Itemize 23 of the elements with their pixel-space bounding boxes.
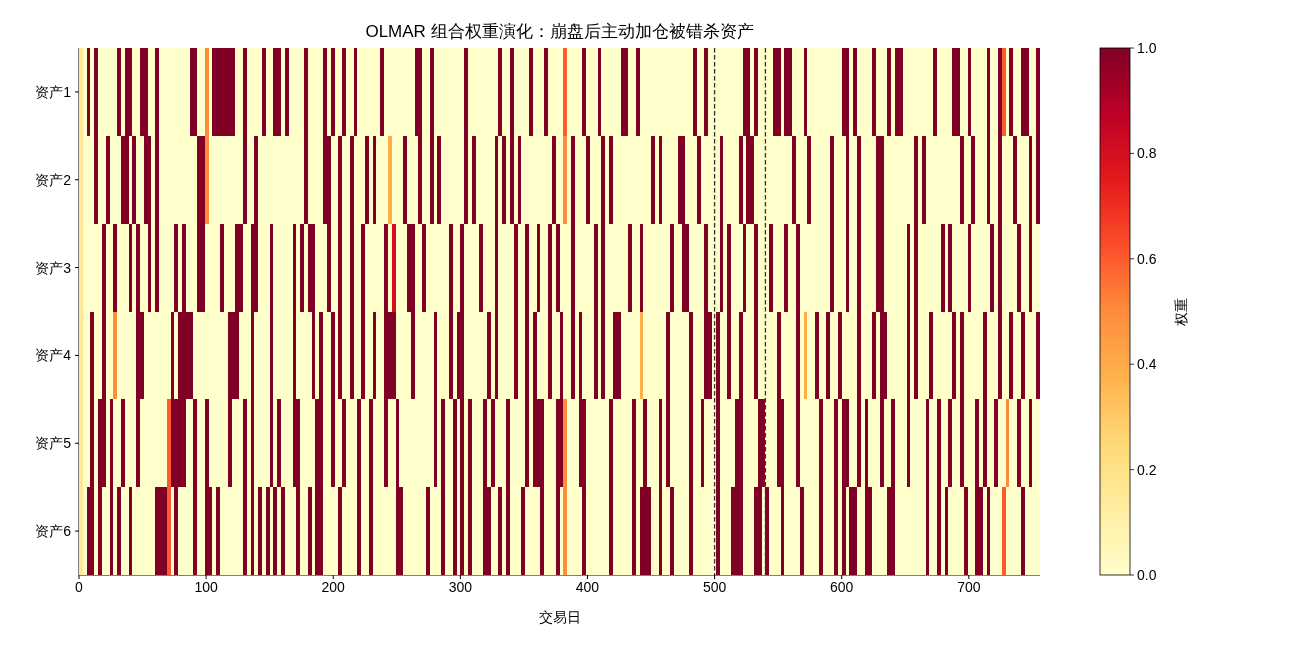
color-bar-label: 0.8 [1137, 145, 1157, 162]
y-tick-label: 资产1 [35, 83, 72, 100]
x-axis-title: 交易日 [537, 609, 582, 627]
y-tick-label: 资产3 [35, 259, 72, 276]
x-tick-label: 200 [321, 578, 346, 595]
x-tick-label: 600 [830, 578, 854, 595]
y-tick-label: 资产6 [35, 523, 72, 540]
color-bar-title: 权重 [1173, 297, 1189, 327]
x-tick-label: 700 [957, 578, 981, 595]
x-tick-label: 500 [702, 578, 727, 595]
x-tick-label: 400 [575, 578, 600, 595]
color-bar-label: 0.2 [1137, 461, 1157, 478]
y-tick-label: 资产2 [35, 171, 72, 188]
x-tick-label: 300 [448, 578, 473, 595]
x-tick-label: 100 [194, 578, 219, 595]
chart-title: OLMAR 组合权重演化：崩盘后主动加仓被错杀资产 [364, 21, 755, 43]
y-tick-label: 资产4 [35, 347, 72, 364]
color-bar-label: 0.0 [1137, 567, 1157, 583]
color-bar-label: 0.6 [1137, 250, 1157, 267]
color-bar-label: 0.4 [1137, 356, 1157, 373]
x-tick-label: 0 [75, 578, 84, 595]
color-bar-label: 1.0 [1137, 40, 1157, 56]
y-tick-label: 资产5 [35, 435, 72, 452]
